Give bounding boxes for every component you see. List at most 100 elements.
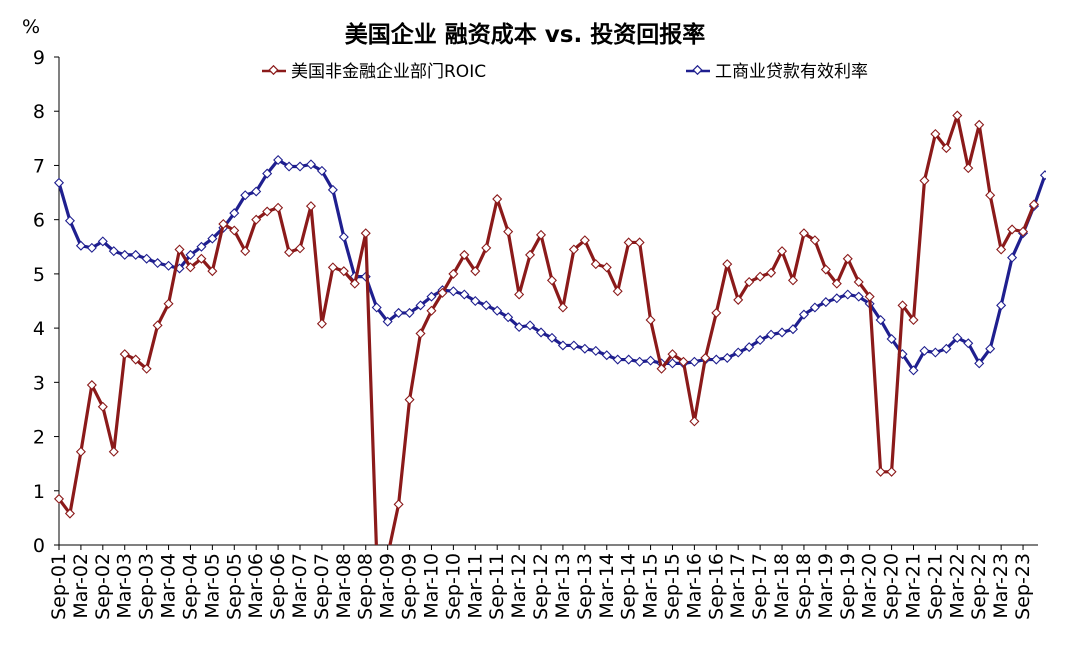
data-point — [273, 154, 284, 166]
data-point — [853, 276, 864, 288]
data-point — [667, 358, 678, 369]
x-tick-label: Sep-04 — [179, 553, 201, 620]
x-tick-label: Sep-16 — [705, 553, 727, 620]
data-point — [119, 249, 130, 260]
data-point — [733, 294, 744, 305]
x-tick-label: Sep-14 — [618, 553, 640, 620]
x-tick-labels: Sep-01 Mar-02 Sep-02 Mar-03 Sep-03 Mar-04 Sep-… — [48, 545, 1034, 620]
y-tick-labels: 0 1 2 3 4 5 6 7 8 9 — [33, 47, 59, 557]
data-point — [831, 278, 842, 289]
series-line — [57, 113, 1036, 545]
x-tick-label: Mar-19 — [815, 553, 837, 619]
x-tick-label: Mar-16 — [683, 553, 705, 619]
x-tick-label: Mar-06 — [245, 553, 267, 619]
data-point — [108, 246, 119, 257]
data-point — [996, 244, 1007, 255]
data-point — [240, 190, 251, 201]
data-point — [404, 394, 415, 405]
x-tick-label: Mar-10 — [420, 553, 442, 619]
data-point — [294, 243, 306, 254]
x-tick-label: Sep-19 — [837, 553, 859, 620]
data-point — [415, 300, 426, 311]
data-point — [634, 356, 645, 367]
x-tick-label: Mar-02 — [70, 553, 92, 619]
data-point — [667, 349, 678, 360]
x-tick-label: Mar-18 — [771, 553, 793, 619]
data-point — [503, 226, 514, 237]
x-tick-label: Sep-03 — [136, 553, 158, 620]
data-point — [777, 327, 788, 338]
data-point — [393, 499, 404, 510]
data-point — [930, 347, 941, 358]
x-tick-label: Sep-06 — [267, 553, 289, 620]
data-point — [273, 202, 284, 213]
data-point — [229, 208, 240, 219]
data-point — [448, 286, 459, 297]
x-tick-label: Sep-13 — [574, 553, 596, 620]
data-point — [766, 267, 777, 278]
data-point — [535, 229, 547, 240]
data-point — [338, 266, 349, 277]
data-point — [546, 275, 558, 286]
data-point — [262, 206, 273, 217]
data-point — [514, 322, 525, 333]
y-tick-label: 9 — [33, 47, 45, 69]
data-point — [305, 201, 316, 212]
data-point — [130, 249, 141, 260]
y-tick-label: 3 — [33, 372, 45, 394]
data-point — [722, 352, 733, 363]
data-point — [327, 262, 338, 273]
data-point — [623, 354, 634, 365]
axes — [58, 57, 1038, 546]
data-point — [108, 446, 119, 457]
data-point — [974, 358, 985, 369]
x-tick-label: Sep-02 — [92, 553, 114, 620]
data-point — [623, 237, 634, 248]
data-point — [316, 318, 327, 329]
x-tick-label: Mar-12 — [508, 553, 530, 619]
data-point — [963, 163, 974, 174]
data-point — [481, 300, 492, 311]
y-tick-label: 8 — [33, 101, 45, 123]
data-point — [371, 302, 382, 313]
data-point — [141, 253, 152, 264]
y-tick-label: 2 — [33, 427, 45, 449]
x-tick-label: Mar-08 — [333, 553, 355, 619]
x-tick-label: Mar-14 — [596, 553, 618, 619]
data-point — [809, 302, 820, 313]
data-point — [755, 271, 766, 282]
data-point — [853, 291, 864, 302]
x-tick-label: Mar-09 — [377, 553, 399, 619]
data-point — [64, 215, 75, 226]
data-point — [86, 380, 97, 391]
x-tick-label: Sep-21 — [924, 553, 946, 620]
data-point — [185, 262, 196, 273]
data-point — [733, 347, 744, 358]
data-point — [525, 249, 536, 260]
data-point — [196, 253, 207, 264]
data-point — [722, 259, 733, 270]
data-point — [535, 327, 547, 338]
x-tick-label: Sep-11 — [486, 553, 508, 620]
x-tick-label: Sep-08 — [355, 553, 377, 620]
x-tick-label: Mar-15 — [640, 553, 662, 619]
data-point — [985, 343, 996, 354]
data-point — [1007, 252, 1018, 263]
x-tick-label: Sep-20 — [881, 553, 903, 620]
data-point — [941, 143, 952, 154]
x-tick-label: Mar-20 — [859, 553, 881, 619]
data-point — [481, 242, 492, 253]
data-point — [842, 289, 853, 300]
x-tick-label: Sep-22 — [968, 553, 990, 620]
data-point — [119, 349, 130, 360]
data-point — [525, 320, 536, 331]
data-point — [952, 332, 963, 343]
data-point — [952, 110, 963, 121]
chart-title: 美国企业 融资成本 vs. 投资回报率 — [345, 21, 705, 48]
data-point — [75, 446, 86, 457]
legend-marker-loan-rate — [692, 64, 703, 76]
data-point — [196, 241, 207, 252]
data-point — [284, 247, 295, 258]
data-point — [229, 225, 240, 236]
data-point — [305, 159, 316, 170]
